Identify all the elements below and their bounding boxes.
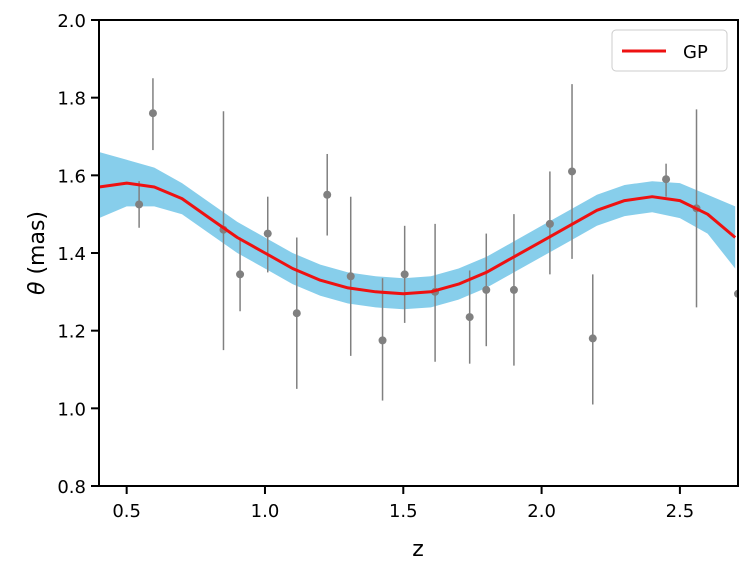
x-tick-label: 1.5 (389, 501, 418, 522)
data-point (662, 175, 671, 184)
data-point (465, 313, 474, 322)
x-tick-label: 1.0 (251, 501, 280, 522)
data-point (588, 334, 597, 343)
legend-box (611, 29, 728, 72)
data-point (148, 109, 157, 118)
y-axis-unit: (mas) (25, 211, 50, 282)
legend-label-gp: GP (683, 42, 708, 63)
data-point (509, 285, 518, 294)
plot-frame (98, 19, 739, 487)
data-point (323, 190, 332, 199)
data-point (400, 270, 409, 279)
y-tick-label: 1.6 (57, 166, 86, 187)
data-points (135, 78, 738, 405)
data-point (135, 200, 144, 209)
x-tick-label: 0.5 (112, 501, 141, 522)
data-point (568, 167, 577, 176)
x-axis-ticks: 0.5 1.0 1.5 2.0 2.5 (112, 486, 694, 522)
y-axis-title: θ (mas) (25, 211, 50, 295)
y-tick-label: 1.2 (57, 322, 86, 343)
data-point (236, 270, 245, 279)
y-axis-ticks: 0.8 1.0 1.2 1.4 1.6 1.8 2.0 (57, 11, 99, 498)
y-tick-label: 0.8 (57, 477, 86, 498)
gp-confidence-band (99, 152, 736, 310)
y-tick-label: 2.0 (57, 11, 86, 32)
data-point (263, 229, 272, 238)
x-axis-title: z (412, 537, 424, 562)
y-tick-label: 1.8 (57, 89, 86, 110)
confidence-band (99, 152, 736, 310)
x-tick-label: 2.5 (666, 501, 695, 522)
data-point (482, 285, 491, 294)
y-tick-label: 1.0 (57, 399, 86, 420)
y-axis-symbol: θ (25, 281, 50, 295)
y-tick-label: 1.4 (57, 244, 86, 265)
gp-line-layer (99, 181, 737, 296)
data-point (292, 309, 301, 318)
data-point (545, 219, 554, 228)
legend: GP (611, 29, 728, 72)
data-point (346, 272, 355, 281)
x-tick-label: 2.0 (527, 501, 556, 522)
gp-mean-line (99, 181, 737, 296)
data-point (378, 336, 387, 345)
